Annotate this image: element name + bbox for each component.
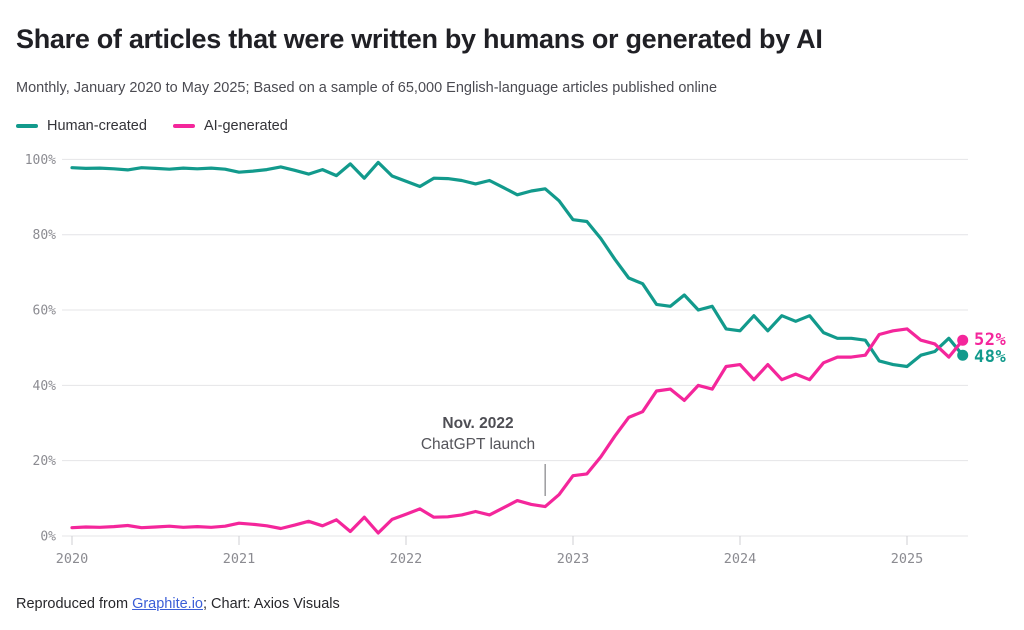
x-axis-tick-label: 2024 xyxy=(724,551,757,567)
chart-subtitle: Monthly, January 2020 to May 2025; Based… xyxy=(16,80,718,96)
legend-item-human-created: Human-created xyxy=(16,118,147,134)
y-axis-tick-label: 80% xyxy=(33,228,57,243)
source-credit: Reproduced from Graphite.io; Chart: Axio… xyxy=(16,596,340,612)
chatgpt-launch-annotation: Nov. 2022 ChatGPT launch xyxy=(392,413,564,455)
x-axis-tick-label: 2020 xyxy=(56,551,89,567)
annotation-text: ChatGPT launch xyxy=(420,436,536,453)
source-suffix: ; Chart: Axios Visuals xyxy=(203,596,340,612)
x-axis-tick-label: 2022 xyxy=(390,551,423,567)
annotation-date: Nov. 2022 xyxy=(442,415,514,432)
end-dot-ai-generated xyxy=(957,334,969,346)
chart-legend: Human-created AI-generated xyxy=(16,118,288,134)
line-chart-plot-area: 0% 20% 40% 60% 80% 100% 2020 2021 2022 2023 2024 20… xyxy=(25,153,969,567)
x-axis-tick-label: 2021 xyxy=(223,551,256,567)
x-axis-tick-label: 2025 xyxy=(891,551,924,567)
legend-label-ai: AI-generated xyxy=(203,118,288,134)
legend-swatch-human-icon xyxy=(16,124,38,128)
end-value-label-ai: 52% xyxy=(974,330,1007,350)
y-axis-tick-label: 40% xyxy=(33,379,57,394)
series-line-human-created xyxy=(70,160,965,369)
end-dot-human-created xyxy=(957,349,969,361)
graphite-link[interactable]: Graphite.io xyxy=(132,596,203,612)
legend-label-human: Human-created xyxy=(47,118,147,134)
x-axis-tick-label: 2023 xyxy=(557,551,590,567)
end-value-label-human: 48% xyxy=(974,347,1007,367)
y-axis-tick-label: 20% xyxy=(33,454,57,469)
series-line-ai-generated xyxy=(70,327,965,535)
legend-item-ai-generated: AI-generated xyxy=(172,118,288,134)
source-prefix: Reproduced from xyxy=(16,596,133,612)
y-axis-tick-label: 100% xyxy=(25,153,56,168)
y-axis-tick-label: 60% xyxy=(33,304,57,319)
y-axis-tick-label: 0% xyxy=(40,530,56,545)
legend-swatch-ai-icon xyxy=(172,124,195,128)
page-title: Share of articles that were written by h… xyxy=(16,24,823,54)
